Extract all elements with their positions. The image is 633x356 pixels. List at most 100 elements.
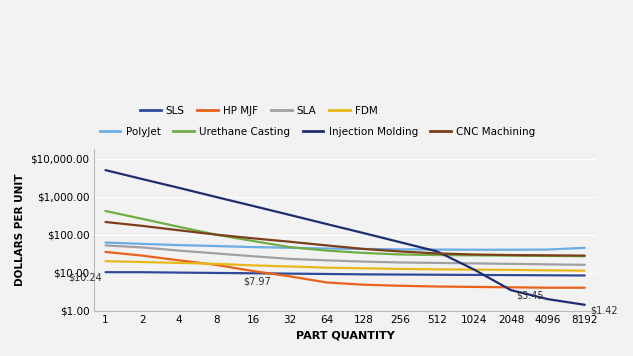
Line: Injection Molding: Injection Molding	[106, 170, 585, 305]
Injection Molding	[249, 204, 257, 208]
Urethane Casting	[544, 254, 551, 258]
Injection Molding	[175, 186, 183, 190]
Text: $1.42: $1.42	[590, 305, 618, 315]
PolyJet	[507, 248, 515, 252]
SLA	[323, 258, 330, 262]
CNC Machining	[470, 252, 478, 257]
Injection Molding	[470, 267, 478, 272]
SLA	[175, 248, 183, 253]
Text: $3.45: $3.45	[517, 290, 544, 300]
Injection Molding	[139, 177, 146, 181]
HP MJF	[286, 274, 294, 278]
PolyJet	[139, 242, 146, 246]
FDM	[212, 262, 220, 266]
PolyJet	[434, 247, 441, 252]
FDM	[102, 259, 110, 263]
Injection Molding	[581, 303, 589, 307]
HP MJF	[249, 269, 257, 273]
Urethane Casting	[212, 232, 220, 237]
Injection Molding	[544, 297, 551, 301]
SLS	[102, 270, 110, 274]
Urethane Casting	[323, 248, 330, 253]
Text: $7.97: $7.97	[244, 276, 272, 286]
CNC Machining	[323, 243, 330, 247]
Line: SLA: SLA	[106, 245, 585, 265]
CNC Machining	[581, 253, 589, 258]
Urethane Casting	[286, 245, 294, 249]
PolyJet	[360, 247, 367, 251]
SLS	[470, 273, 478, 277]
Line: PolyJet: PolyJet	[106, 242, 585, 250]
HP MJF	[323, 280, 330, 284]
FDM	[434, 267, 441, 272]
SLS	[175, 271, 183, 275]
CNC Machining	[249, 236, 257, 240]
SLA	[507, 262, 515, 266]
HP MJF	[544, 286, 551, 290]
Urethane Casting	[397, 252, 404, 257]
Injection Molding	[212, 195, 220, 199]
Urethane Casting	[175, 225, 183, 229]
SLA	[212, 251, 220, 256]
FDM	[470, 267, 478, 272]
PolyJet	[212, 244, 220, 248]
Text: $10.24: $10.24	[68, 272, 102, 282]
SLA	[102, 243, 110, 247]
SLS	[581, 273, 589, 278]
HP MJF	[212, 263, 220, 267]
CNC Machining	[175, 228, 183, 232]
FDM	[544, 268, 551, 272]
Y-axis label: DOLLARS PER UNIT: DOLLARS PER UNIT	[15, 173, 25, 286]
HP MJF	[397, 284, 404, 288]
Injection Molding	[434, 249, 441, 253]
Injection Molding	[507, 288, 515, 292]
CNC Machining	[102, 220, 110, 224]
Legend: PolyJet, Urethane Casting, Injection Molding, CNC Machining: PolyJet, Urethane Casting, Injection Mol…	[99, 127, 536, 137]
SLS	[323, 272, 330, 276]
Urethane Casting	[139, 217, 146, 221]
CNC Machining	[360, 247, 367, 251]
FDM	[323, 266, 330, 270]
Line: CNC Machining: CNC Machining	[106, 222, 585, 256]
PolyJet	[102, 240, 110, 245]
PolyJet	[175, 243, 183, 247]
FDM	[507, 268, 515, 272]
Urethane Casting	[434, 253, 441, 257]
Urethane Casting	[470, 253, 478, 257]
FDM	[581, 269, 589, 273]
CNC Machining	[212, 232, 220, 237]
CNC Machining	[544, 253, 551, 257]
PolyJet	[397, 247, 404, 251]
FDM	[286, 265, 294, 269]
FDM	[360, 266, 367, 271]
Line: FDM: FDM	[106, 261, 585, 271]
FDM	[397, 267, 404, 271]
FDM	[175, 261, 183, 265]
Injection Molding	[102, 168, 110, 172]
CNC Machining	[286, 240, 294, 244]
CNC Machining	[434, 251, 441, 256]
Injection Molding	[397, 240, 404, 244]
Line: HP MJF: HP MJF	[106, 252, 585, 288]
SLS	[434, 273, 441, 277]
SLA	[397, 260, 404, 265]
Urethane Casting	[581, 254, 589, 258]
CNC Machining	[139, 224, 146, 228]
Injection Molding	[323, 222, 330, 226]
SLS	[397, 272, 404, 277]
SLS	[286, 272, 294, 276]
HP MJF	[507, 285, 515, 289]
SLS	[249, 271, 257, 276]
SLS	[507, 273, 515, 277]
SLA	[581, 263, 589, 267]
Line: SLS: SLS	[106, 272, 585, 276]
SLA	[249, 254, 257, 258]
FDM	[249, 263, 257, 267]
SLA	[470, 261, 478, 266]
SLA	[360, 260, 367, 264]
Urethane Casting	[507, 253, 515, 258]
HP MJF	[470, 285, 478, 289]
Injection Molding	[286, 213, 294, 217]
SLA	[434, 261, 441, 265]
Urethane Casting	[360, 251, 367, 255]
